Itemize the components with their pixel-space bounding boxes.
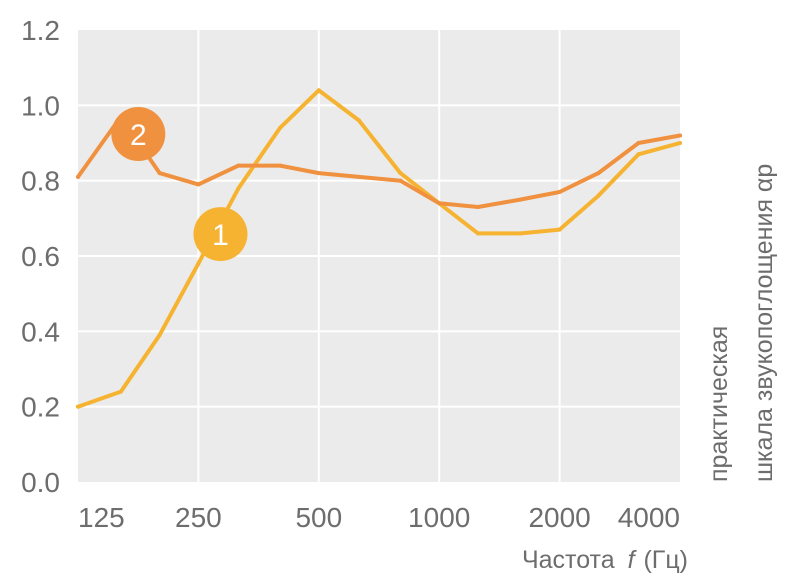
series-2-point [356, 174, 361, 179]
y-axis-title-line-1: практическая [705, 326, 733, 482]
series-2-point [437, 201, 442, 206]
series-marker-label: 1 [212, 219, 229, 252]
y-tick-label: 0.0 [21, 467, 60, 498]
series-2-point [157, 171, 162, 176]
x-axis-ticks: 125 250 500 1000 2000 4000 [78, 502, 680, 533]
x-tick-label: 2000 [528, 502, 590, 533]
series-1-line [76, 88, 682, 409]
series-1-marker: 1 [193, 207, 248, 262]
series-1-point [157, 333, 162, 338]
series-1-point [398, 171, 403, 176]
y-axis-title-line-2: шкала звукопоглощения αp [750, 164, 778, 482]
series-2-point [278, 163, 283, 168]
series-1-point [596, 193, 601, 198]
series-2-point [76, 174, 80, 179]
x-axis-title-unit: (Гц) [643, 546, 688, 574]
series-1-point [356, 118, 361, 123]
x-axis-title-word: Частота [522, 546, 615, 574]
series-2-point [316, 171, 321, 176]
series-2-point [557, 189, 562, 194]
series-2-point [398, 178, 403, 183]
series-markers: 12 [111, 107, 248, 262]
x-axis-title-symbol: f [628, 546, 638, 574]
series-marker-label: 2 [130, 119, 147, 152]
series-1-point [118, 389, 123, 394]
series-lines [76, 88, 682, 409]
x-tick-label: 125 [78, 502, 125, 533]
series-2-point [636, 141, 641, 145]
series-1-point [475, 231, 480, 236]
series-1-point [236, 186, 241, 191]
series-2-point [475, 205, 480, 210]
y-tick-label: 0.4 [21, 316, 60, 347]
series-1-point [278, 125, 283, 130]
series-2-point [518, 197, 523, 202]
series-2-marker: 2 [111, 107, 166, 162]
y-tick-label: 0.6 [21, 241, 60, 272]
x-tick-label: 500 [295, 502, 342, 533]
series-2-point [196, 182, 201, 187]
y-axis-ticks: 0.0 0.2 0.4 0.6 0.8 1.0 1.2 [21, 15, 60, 498]
series-marker-badge [193, 207, 248, 262]
x-tick-label: 1000 [408, 502, 470, 533]
series-2-point [678, 133, 682, 138]
series-2-point [236, 163, 241, 168]
x-axis-title: Частота f (Гц) [522, 546, 688, 574]
y-tick-label: 1.2 [21, 15, 60, 46]
series-1-point [518, 231, 523, 236]
series-1-point [196, 261, 201, 266]
series-2-point [596, 171, 601, 176]
grid-lines [78, 30, 680, 482]
y-tick-label: 1.0 [21, 90, 60, 121]
y-tick-label: 0.8 [21, 166, 60, 197]
series-2-line [76, 114, 682, 209]
series-1-point [678, 141, 682, 145]
series-1-point [557, 227, 562, 232]
series-marker-badge [111, 107, 166, 162]
y-tick-label: 0.2 [21, 392, 60, 423]
y-axis-title: практическая шкала звукопоглощения αp [705, 164, 778, 482]
x-tick-label: 250 [175, 502, 222, 533]
series-1-point [76, 404, 80, 409]
x-tick-label: 4000 [618, 502, 680, 533]
series-1-point [636, 152, 641, 157]
series-1-point [316, 88, 321, 93]
